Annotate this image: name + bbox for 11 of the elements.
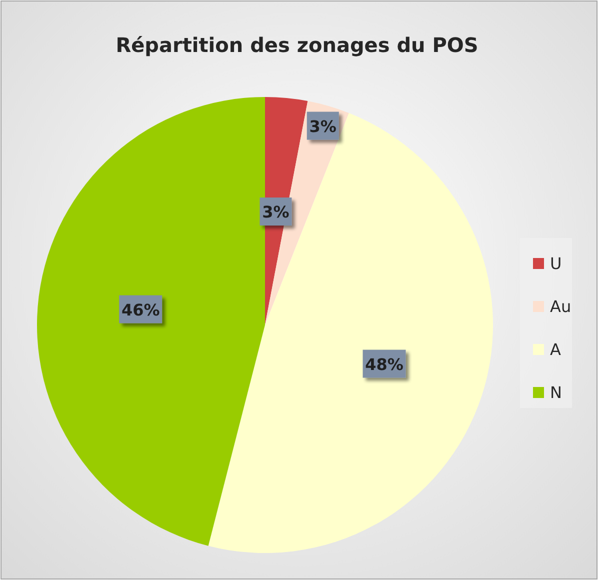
legend-label: U [550, 254, 562, 273]
legend-label: A [550, 340, 561, 359]
data-label: 48% [365, 354, 404, 374]
legend-label: N [550, 383, 562, 402]
legend-label: Au [550, 297, 572, 316]
pie-slice [208, 113, 493, 553]
pie-slice [37, 97, 265, 546]
data-label: 3% [309, 116, 336, 136]
data-label: 46% [121, 300, 160, 320]
chart-title: Répartition des zonages du POS [116, 33, 478, 57]
data-label: 3% [262, 202, 290, 222]
